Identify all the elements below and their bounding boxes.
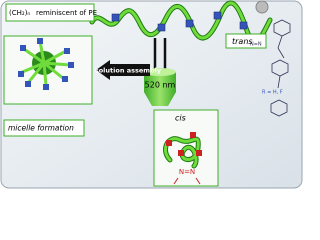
micelle-box: [3, 35, 93, 105]
lamp-top: [144, 68, 176, 76]
trans-label: trans: [232, 37, 253, 46]
micelle: [18, 39, 72, 87]
cis-units: [166, 132, 202, 156]
label-text: reminiscent of PE: [36, 9, 97, 17]
arrow: [96, 60, 150, 80]
arrow-label: solution assembly: [95, 67, 162, 75]
micelle-label: micelle formation: [8, 124, 74, 133]
light-label: 520 nm: [145, 81, 176, 90]
formula: (CH₂)ₙ: [9, 9, 30, 17]
azo-small: N=N: [250, 42, 262, 48]
graphic: (CH₂)ₙ reminiscent of PE trans N=N R = H…: [0, 0, 303, 189]
bond: [173, 177, 179, 185]
cis-label: cis: [175, 114, 186, 123]
azo-label: N=N: [179, 168, 195, 176]
label-box: [3, 119, 85, 137]
label-box: [225, 33, 267, 49]
highlight-circle: [255, 0, 269, 14]
micelle-units: [18, 38, 74, 90]
cis-chain: [163, 136, 201, 169]
label-box: [5, 3, 95, 22]
bond: [195, 177, 201, 185]
azo-units: [111, 11, 248, 32]
page: (CH₂)ₙ reminiscent of PE trans N=N R = H…: [0, 0, 303, 189]
substituent: R = H, F: [262, 90, 283, 96]
lamp: [144, 72, 176, 106]
structure: [270, 19, 291, 117]
